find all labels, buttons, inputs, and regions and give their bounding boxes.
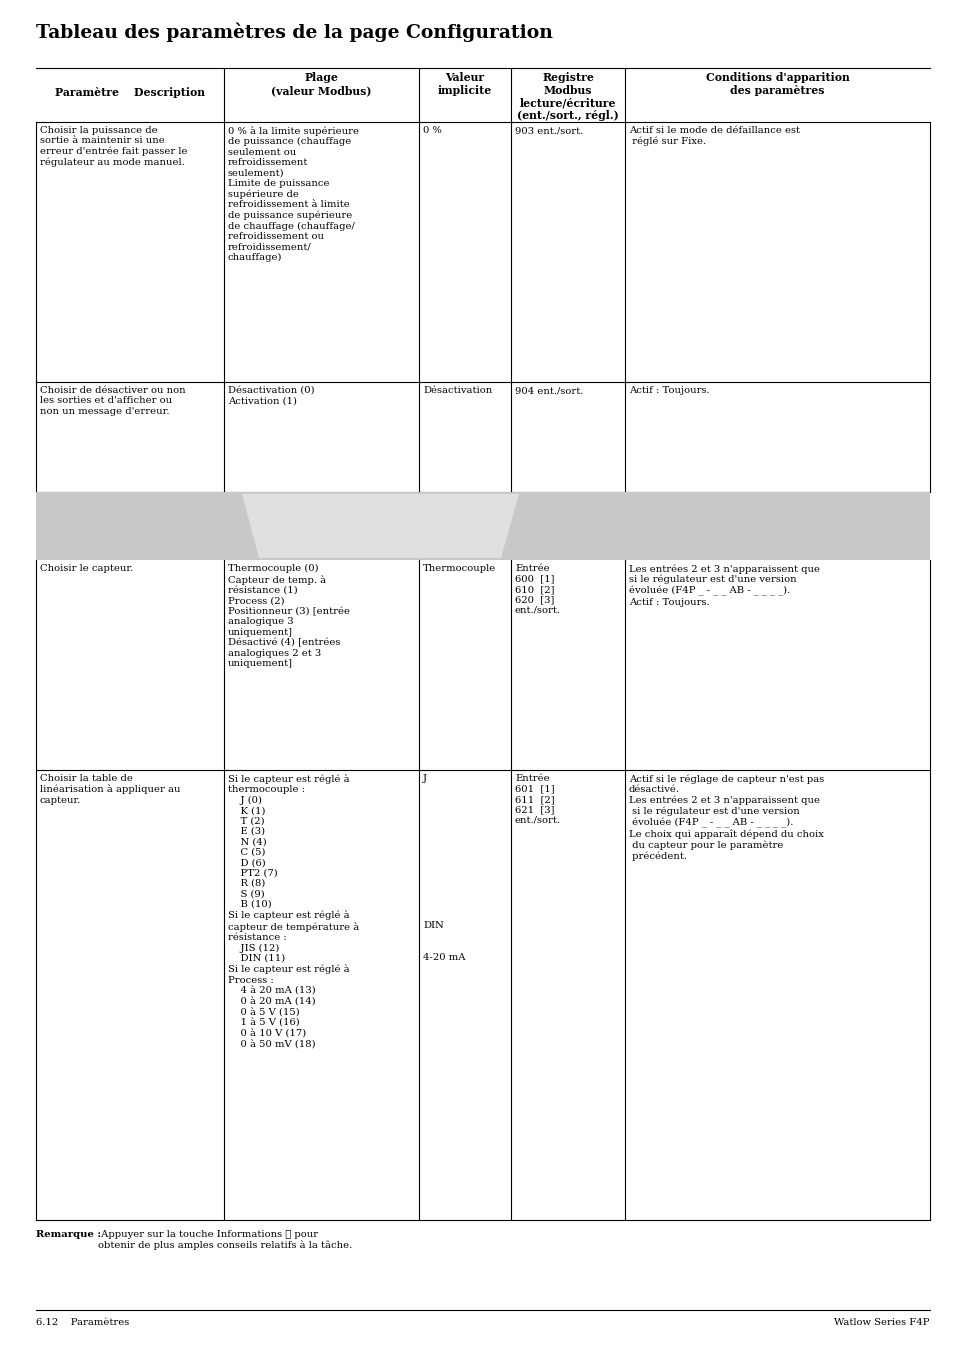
Text: Watlow Series F4P: Watlow Series F4P (834, 1319, 929, 1327)
Text: Actif si le réglage de capteur n'est pas
désactivé.
Les entrées 2 et 3 n'apparai: Actif si le réglage de capteur n'est pas… (628, 774, 823, 861)
Text: Thermocouple: Thermocouple (422, 563, 496, 573)
Text: 904 ent./sort.: 904 ent./sort. (515, 386, 583, 394)
Text: Registre
Modbus
lecture/écriture
(ent./sort., régl.): Registre Modbus lecture/écriture (ent./s… (517, 72, 618, 122)
Text: 903 ent./sort.: 903 ent./sort. (515, 126, 582, 135)
Text: 4-20 mA: 4-20 mA (422, 952, 465, 962)
Text: Si le capteur est réglé à
thermocouple :
    J (0)
    K (1)
    T (2)
    E (3): Si le capteur est réglé à thermocouple :… (228, 774, 359, 1050)
Text: Désactivation: Désactivation (422, 386, 492, 394)
Bar (36, 492, 929, 561)
Polygon shape (242, 494, 518, 558)
Text: Paramètre    Description: Paramètre Description (55, 86, 205, 97)
Text: Plage
(valeur Modbus): Plage (valeur Modbus) (271, 72, 372, 96)
Text: Conditions d'apparition
des paramètres: Conditions d'apparition des paramètres (705, 72, 848, 96)
Text: J: J (422, 774, 427, 784)
Text: Entrée
600  [1]
610  [2]
620  [3]
ent./sort.: Entrée 600 [1] 610 [2] 620 [3] ent./sort… (515, 563, 560, 615)
Text: Actif si le mode de défaillance est
 réglé sur Fixe.: Actif si le mode de défaillance est régl… (628, 126, 800, 146)
Text: DIN: DIN (422, 921, 443, 929)
Text: Choisir le capteur.: Choisir le capteur. (40, 563, 133, 573)
Text: 0 %: 0 % (422, 126, 441, 135)
Text: Tableau des paramètres de la page Configuration: Tableau des paramètres de la page Config… (36, 23, 553, 42)
Text: 0 % à la limite supérieure
de puissance (chauffage
seulement ou
refroidissement
: 0 % à la limite supérieure de puissance … (228, 126, 358, 262)
Text: Appuyer sur la touche Informations ℹ pour
obtenir de plus amples conseils relati: Appuyer sur la touche Informations ℹ pou… (98, 1229, 352, 1251)
Text: Les entrées 2 et 3 n'apparaissent que
si le régulateur est d'une version
évoluée: Les entrées 2 et 3 n'apparaissent que si… (628, 563, 820, 607)
Text: Choisir la table de
linéarisation à appliquer au
capteur.: Choisir la table de linéarisation à appl… (40, 774, 180, 805)
Text: Désactivation (0)
Activation (1): Désactivation (0) Activation (1) (228, 386, 314, 405)
Text: 6.12    Paramètres: 6.12 Paramètres (36, 1319, 129, 1327)
Text: Entrée
601  [1]
611  [2]
621  [3]
ent./sort.: Entrée 601 [1] 611 [2] 621 [3] ent./sort… (515, 774, 560, 824)
Text: Choisir la puissance de
sortie à maintenir si une
erreur d'entrée fait passer le: Choisir la puissance de sortie à mainten… (40, 126, 188, 168)
Text: Actif : Toujours.: Actif : Toujours. (628, 386, 709, 394)
Text: Thermocouple (0)
Capteur de temp. à
résistance (1)
Process (2)
Positionneur (3) : Thermocouple (0) Capteur de temp. à rési… (228, 563, 350, 669)
Text: Remarque :: Remarque : (36, 1229, 101, 1239)
Text: Valeur
implicite: Valeur implicite (437, 72, 492, 96)
Text: Choisir de désactiver ou non
les sorties et d'afficher ou
non un message d'erreu: Choisir de désactiver ou non les sorties… (40, 386, 186, 416)
